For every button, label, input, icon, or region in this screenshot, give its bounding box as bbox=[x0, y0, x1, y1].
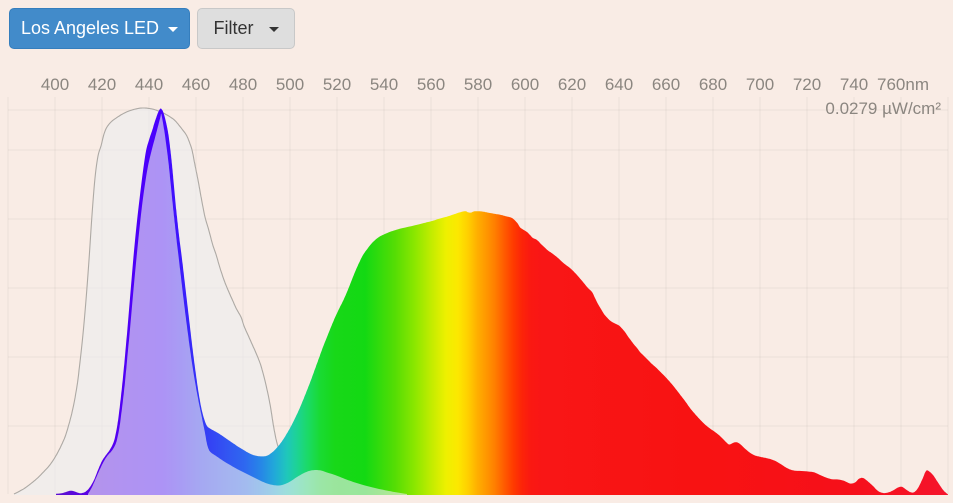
svg-text:420: 420 bbox=[88, 75, 116, 94]
svg-text:760nm: 760nm bbox=[877, 75, 929, 94]
svg-text:580: 580 bbox=[464, 75, 492, 94]
svg-text:740: 740 bbox=[840, 75, 868, 94]
svg-text:600: 600 bbox=[511, 75, 539, 94]
svg-text:640: 640 bbox=[605, 75, 633, 94]
svg-text:440: 440 bbox=[135, 75, 163, 94]
svg-text:480: 480 bbox=[229, 75, 257, 94]
svg-text:620: 620 bbox=[558, 75, 586, 94]
svg-text:660: 660 bbox=[652, 75, 680, 94]
svg-text:460: 460 bbox=[182, 75, 210, 94]
svg-text:700: 700 bbox=[746, 75, 774, 94]
svg-text:560: 560 bbox=[417, 75, 445, 94]
svg-text:520: 520 bbox=[323, 75, 351, 94]
svg-text:540: 540 bbox=[370, 75, 398, 94]
svg-text:0.0279 µW/cm²: 0.0279 µW/cm² bbox=[825, 99, 941, 118]
svg-text:500: 500 bbox=[276, 75, 304, 94]
svg-text:680: 680 bbox=[699, 75, 727, 94]
svg-text:400: 400 bbox=[41, 75, 69, 94]
svg-text:720: 720 bbox=[793, 75, 821, 94]
